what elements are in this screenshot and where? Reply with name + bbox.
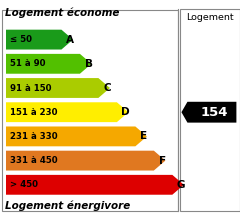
Text: F: F xyxy=(159,156,166,166)
Bar xyxy=(180,9,240,211)
Text: C: C xyxy=(103,83,111,93)
Text: A: A xyxy=(66,35,74,45)
Polygon shape xyxy=(6,30,73,50)
Polygon shape xyxy=(181,102,236,123)
Text: > 450: > 450 xyxy=(10,180,38,189)
Text: 151 à 230: 151 à 230 xyxy=(10,108,58,117)
Polygon shape xyxy=(6,54,91,74)
Polygon shape xyxy=(6,151,165,170)
Polygon shape xyxy=(6,102,128,122)
Polygon shape xyxy=(6,126,147,146)
Text: 154: 154 xyxy=(200,106,228,119)
Text: Logement économe: Logement économe xyxy=(5,8,119,18)
Bar xyxy=(2,10,178,211)
Text: 51 à 90: 51 à 90 xyxy=(10,59,46,68)
Text: 231 à 330: 231 à 330 xyxy=(10,132,58,141)
Text: D: D xyxy=(121,107,130,117)
Text: 91 à 150: 91 à 150 xyxy=(10,84,52,92)
Text: Logement: Logement xyxy=(186,13,234,22)
Text: B: B xyxy=(84,59,93,69)
Text: E: E xyxy=(140,131,148,141)
Text: Logement énergivore: Logement énergivore xyxy=(5,200,130,211)
Text: ≤ 50: ≤ 50 xyxy=(10,35,32,44)
Polygon shape xyxy=(6,175,184,195)
Polygon shape xyxy=(6,78,110,98)
Text: G: G xyxy=(177,180,185,190)
Text: 331 à 450: 331 à 450 xyxy=(10,156,58,165)
